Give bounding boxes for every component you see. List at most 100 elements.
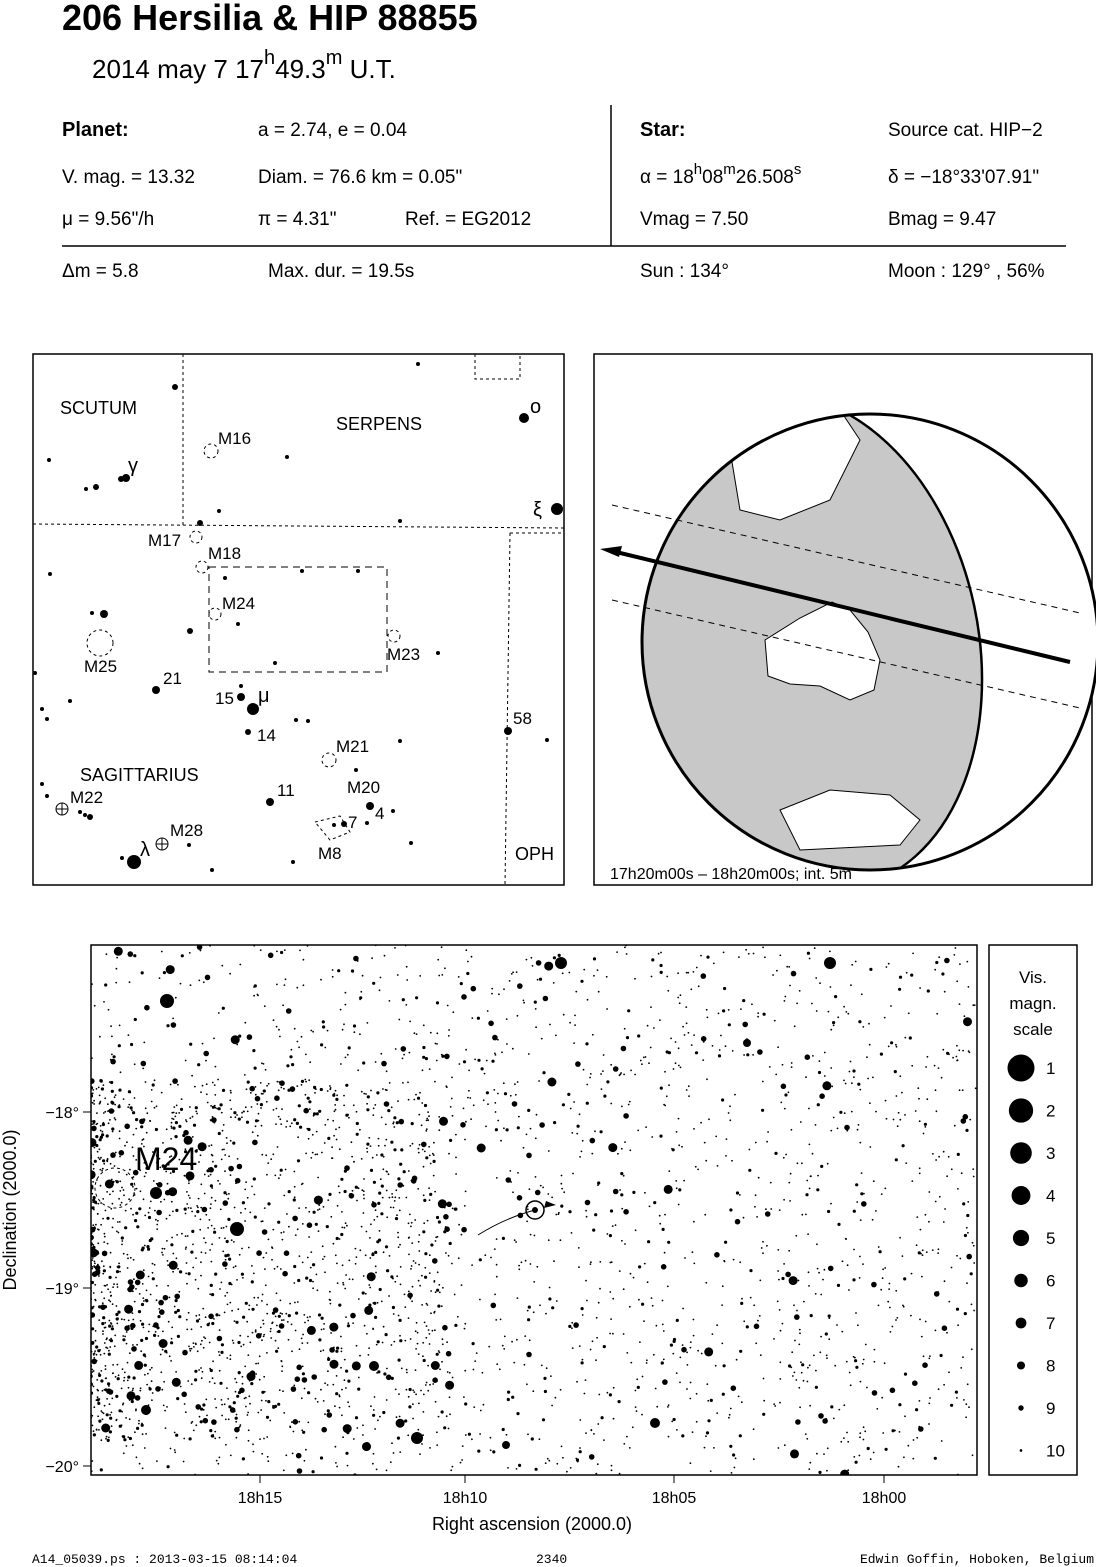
star	[253, 1296, 256, 1299]
star	[474, 1058, 476, 1061]
star	[282, 1231, 285, 1233]
star	[158, 977, 161, 979]
star	[270, 1158, 273, 1161]
star	[324, 1124, 327, 1126]
star	[503, 1348, 506, 1350]
star	[374, 1265, 377, 1268]
star	[128, 1352, 131, 1355]
star	[218, 1369, 221, 1372]
star	[384, 1123, 387, 1126]
star	[365, 1230, 368, 1233]
star	[925, 1066, 927, 1068]
star	[145, 1289, 148, 1292]
star	[147, 1275, 150, 1278]
star	[453, 1207, 457, 1211]
star	[621, 1105, 623, 1108]
star	[143, 1162, 146, 1164]
star	[185, 1120, 188, 1123]
star	[116, 1283, 119, 1286]
star	[336, 1094, 338, 1097]
star	[800, 1361, 802, 1364]
star	[178, 1315, 182, 1319]
star	[464, 1369, 467, 1372]
globe-panel: 17h20m00s – 18h20m00s; int. 5m	[593, 353, 1096, 886]
star	[862, 1026, 865, 1028]
star	[714, 1364, 717, 1367]
star	[293, 1384, 296, 1387]
star	[942, 1221, 945, 1223]
star	[295, 1452, 302, 1459]
star	[279, 1118, 282, 1121]
star	[779, 1378, 782, 1380]
star	[332, 1119, 335, 1122]
star	[437, 1199, 447, 1209]
star	[902, 1304, 904, 1307]
star	[145, 1433, 148, 1435]
star	[322, 1258, 324, 1260]
star	[260, 1124, 263, 1127]
star	[221, 964, 224, 967]
star	[715, 1135, 718, 1138]
star	[912, 1380, 918, 1386]
star	[305, 1448, 307, 1451]
star	[822, 1278, 824, 1281]
star	[191, 1420, 194, 1423]
star	[353, 1160, 355, 1163]
star	[103, 1241, 106, 1243]
star	[374, 1250, 378, 1254]
star	[432, 1258, 438, 1264]
star	[443, 1214, 449, 1220]
star	[130, 1207, 132, 1210]
star	[932, 1153, 934, 1155]
star	[126, 1253, 129, 1256]
star	[326, 1384, 329, 1386]
star	[370, 1089, 372, 1092]
star	[403, 1053, 405, 1056]
star	[222, 1261, 228, 1267]
star	[423, 1103, 428, 1108]
star	[45, 717, 49, 721]
star	[267, 1238, 270, 1241]
star	[211, 1419, 217, 1425]
star	[461, 1459, 463, 1461]
star	[526, 1351, 532, 1358]
star	[506, 1043, 508, 1045]
star	[227, 1418, 230, 1421]
star	[109, 1416, 113, 1420]
star	[420, 1389, 422, 1392]
star	[127, 1090, 131, 1094]
star	[845, 1360, 848, 1363]
star	[91, 1187, 94, 1190]
star	[526, 1383, 528, 1386]
star	[229, 1358, 232, 1361]
star	[107, 1352, 111, 1356]
star	[187, 1194, 190, 1197]
star	[96, 1398, 100, 1402]
star	[372, 1462, 374, 1465]
star	[569, 1107, 572, 1110]
star	[262, 1256, 265, 1259]
star	[468, 1069, 470, 1072]
star	[247, 1354, 250, 1356]
star	[329, 1347, 335, 1353]
info-part: α = 18	[640, 167, 694, 188]
star	[682, 1025, 684, 1028]
star	[359, 1354, 361, 1357]
star	[319, 1087, 323, 1092]
star	[142, 1297, 145, 1299]
star	[296, 1301, 299, 1303]
star	[302, 1430, 306, 1434]
star	[108, 1385, 110, 1387]
star	[219, 1208, 222, 1211]
star	[837, 1016, 840, 1019]
star	[320, 1043, 324, 1047]
star	[884, 1099, 887, 1102]
star	[100, 1223, 102, 1226]
star	[788, 966, 791, 968]
star	[275, 1292, 278, 1295]
star	[241, 1116, 243, 1119]
star	[845, 1011, 848, 1013]
star	[559, 1388, 562, 1391]
frame	[32, 353, 565, 886]
star	[677, 1203, 680, 1206]
